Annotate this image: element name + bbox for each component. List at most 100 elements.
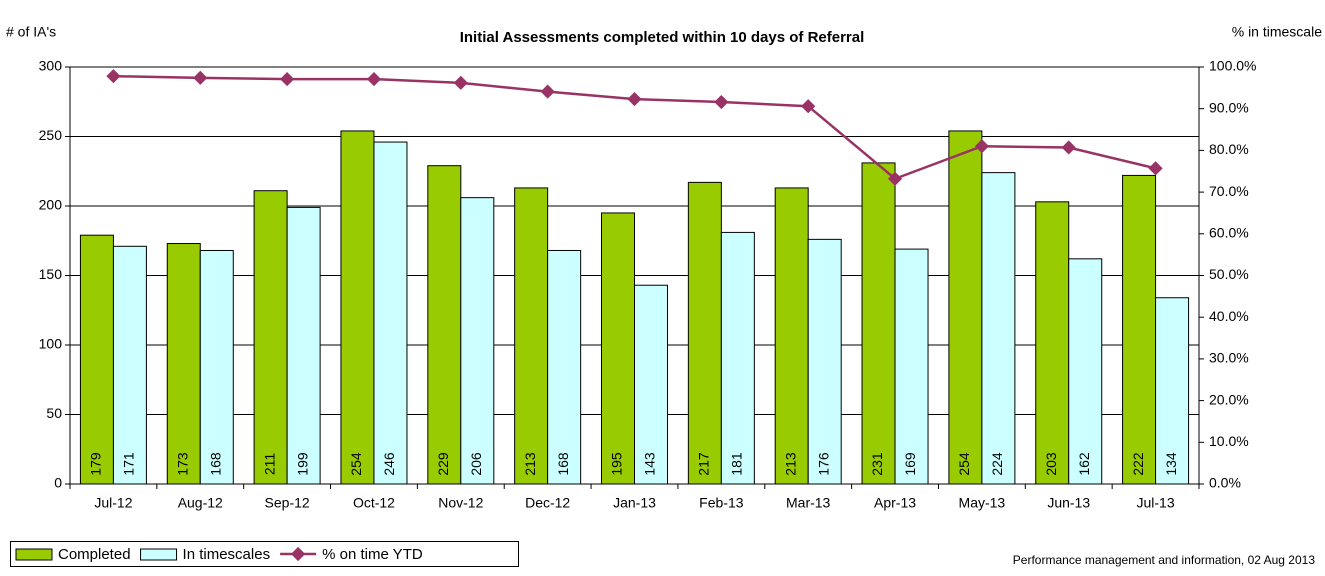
data-label: 143 (642, 452, 658, 476)
data-label: 181 (729, 452, 745, 476)
bar (112, 245, 147, 485)
bar (1068, 258, 1103, 485)
bar (600, 212, 636, 485)
x-tick-label: May-13 (959, 495, 1006, 511)
data-label: 179 (88, 452, 104, 476)
bar (1122, 174, 1157, 485)
data-label: 254 (348, 452, 364, 476)
bar (861, 162, 896, 485)
x-tick-label: Jul-13 (1137, 495, 1175, 511)
bar (948, 130, 983, 485)
data-label: 213 (522, 452, 538, 476)
x-tick-label: Nov-12 (438, 495, 483, 511)
bar (514, 187, 549, 485)
data-label: 229 (435, 452, 451, 476)
bar (547, 249, 582, 485)
data-label: 169 (902, 452, 918, 476)
marker (714, 94, 729, 110)
data-label: 171 (121, 452, 137, 476)
x-tick-label: Jul-12 (94, 495, 132, 511)
note: Performance management and information, … (1013, 553, 1316, 567)
y2-tick-label: 100.0% (1209, 58, 1256, 74)
y-tick-label: 0 (54, 475, 62, 491)
y2-tick-label: 60.0% (1209, 225, 1249, 241)
bar (166, 243, 201, 485)
data-label: 168 (555, 452, 571, 476)
y-tick-label: 100 (39, 336, 63, 352)
x-tick-label: Oct-12 (353, 495, 395, 511)
marker (366, 72, 382, 87)
data-label: 173 (174, 452, 190, 476)
bar (894, 248, 929, 485)
legend-marker (291, 546, 306, 562)
chart-title: Initial Assessments completed within 10 … (460, 29, 865, 46)
bar (1155, 297, 1190, 485)
legend-box (10, 541, 519, 567)
bar (634, 284, 669, 485)
y-axis-label: # of IA's (6, 24, 56, 40)
bar (720, 231, 755, 485)
legend-label: % on time YTD (322, 546, 423, 563)
data-label: 199 (294, 452, 310, 476)
marker (801, 99, 816, 114)
x-tick-label: Dec-12 (525, 495, 570, 511)
y2-tick-label: 10.0% (1209, 433, 1249, 449)
marker (887, 171, 903, 186)
x-tick-label: Feb-13 (699, 495, 744, 511)
bar (79, 234, 114, 485)
bar (460, 197, 495, 485)
data-label: 217 (696, 452, 712, 476)
data-label: 162 (1076, 452, 1092, 476)
data-label: 231 (869, 452, 885, 476)
data-label: 134 (1163, 452, 1179, 476)
y2-axis-label: % in timescale (1232, 24, 1322, 40)
x-tick-label: Jan-13 (613, 495, 656, 511)
bar (199, 249, 234, 485)
x-tick-label: Jun-13 (1047, 495, 1090, 511)
marker (453, 75, 468, 90)
data-label: 224 (989, 452, 1005, 476)
marker (627, 92, 642, 107)
data-label: 222 (1130, 452, 1146, 476)
x-tick-label: Mar-13 (786, 495, 831, 511)
x-tick-label: Aug-12 (178, 495, 223, 511)
y2-tick-label: 50.0% (1209, 266, 1249, 282)
y2-tick-label: 90.0% (1209, 99, 1249, 115)
y-tick-label: 150 (39, 266, 63, 282)
bar (807, 238, 842, 485)
y2-tick-label: 20.0% (1209, 391, 1249, 407)
data-label: 195 (609, 452, 625, 476)
y-tick-label: 300 (39, 58, 63, 74)
data-label: 246 (381, 452, 397, 476)
data-label: 176 (815, 452, 831, 476)
bar (1035, 201, 1070, 485)
y2-tick-label: 80.0% (1209, 141, 1249, 157)
bar (286, 206, 321, 485)
y2-tick-label: 30.0% (1209, 350, 1249, 366)
y2-tick-label: 40.0% (1209, 308, 1249, 324)
y2-tick-label: 0.0% (1209, 475, 1241, 491)
y-tick-label: 50 (46, 405, 62, 421)
x-tick-label: Sep-12 (265, 495, 310, 511)
data-label: 206 (468, 452, 484, 476)
data-label: 254 (956, 452, 972, 476)
bar (253, 190, 288, 485)
bar (373, 141, 408, 485)
data-label: 211 (261, 453, 277, 476)
bar (774, 187, 809, 485)
data-label: 168 (207, 452, 223, 476)
y-tick-label: 200 (39, 197, 63, 213)
bar (687, 181, 722, 485)
y-tick-label: 250 (39, 127, 63, 143)
legend-swatch (15, 548, 53, 561)
legend-swatch (140, 548, 178, 561)
legend-label: Completed (58, 546, 131, 563)
data-label: 213 (782, 452, 798, 476)
legend-label: In timescales (183, 546, 271, 563)
y2-tick-label: 70.0% (1209, 183, 1249, 199)
marker (1148, 161, 1163, 176)
x-tick-label: Apr-13 (874, 495, 916, 511)
bar (981, 172, 1016, 485)
bar (340, 130, 375, 485)
